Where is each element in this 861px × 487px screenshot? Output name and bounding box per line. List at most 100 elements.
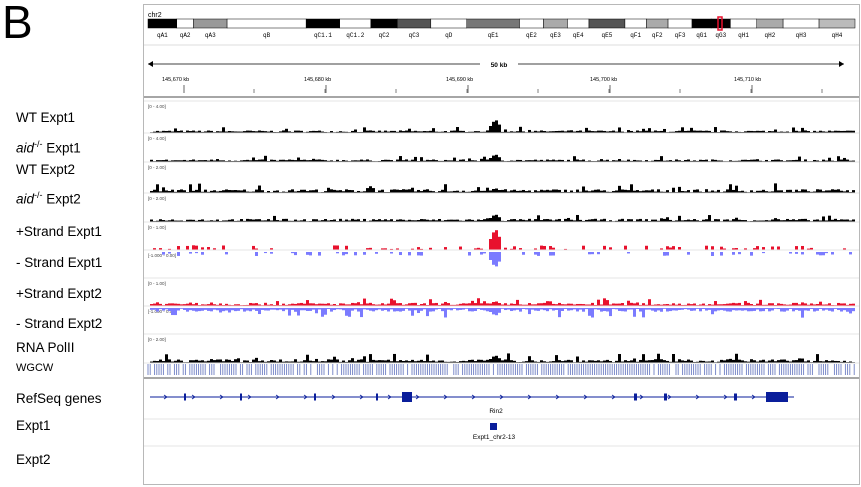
signal-bar [711, 308, 714, 315]
signal-bar [750, 304, 753, 306]
signal-bar [615, 308, 618, 310]
ideogram-band [818, 18, 856, 29]
signal-bar [207, 304, 210, 306]
signal-bar [807, 308, 810, 311]
signal-bar [207, 247, 210, 250]
signal-bar [246, 308, 249, 311]
signal-bar [159, 131, 162, 133]
signal-bar [204, 220, 207, 222]
signal-bar [174, 303, 177, 306]
signal-bar [408, 361, 411, 363]
signal-bar [789, 160, 792, 162]
signal-bar [699, 304, 702, 306]
track-label: WT Expt1 [16, 110, 75, 126]
signal-bar [342, 308, 345, 311]
signal-bar [717, 160, 720, 162]
signal-bar [342, 252, 345, 256]
signal-bar [492, 232, 495, 250]
signal-bar [231, 219, 234, 222]
signal-bar [432, 303, 435, 306]
signal-bar [453, 190, 456, 193]
signal-bar [333, 304, 336, 306]
signal-bar [327, 160, 330, 162]
signal-bar [570, 303, 573, 306]
signal-bar [483, 301, 486, 306]
signal-bar [246, 191, 249, 193]
signal-bar [663, 304, 666, 306]
igv-browser-panel[interactable]: chr2 qA1 qA2 qA3 qB qC1.1 qC1.2 qC2 qC3 qD qE1 qE2 q… [143, 4, 860, 485]
signal-bar [195, 359, 198, 363]
signal-bar [702, 360, 705, 363]
signal-bar [771, 303, 774, 306]
signal-bar [336, 190, 339, 193]
signal-bar [792, 360, 795, 363]
signal-bar [438, 131, 441, 133]
signal-bar [417, 247, 420, 250]
signal-bar [651, 360, 654, 363]
signal-bar [288, 308, 291, 316]
ideogram-band-label: qE5 [602, 32, 613, 39]
signal-bar [684, 360, 687, 363]
signal-bar [813, 159, 816, 162]
signal-bar [669, 304, 672, 306]
signal-bar [156, 308, 159, 312]
scale-arrow-right [839, 61, 844, 67]
ideogram-band-label: qE1 [488, 32, 499, 39]
signal-bar [255, 219, 258, 222]
signal-bar [378, 160, 381, 162]
signal-bar [153, 360, 156, 363]
signal-bar [291, 308, 294, 310]
signal-bar [381, 220, 384, 222]
signal-bar [843, 308, 846, 311]
signal-bar [804, 189, 807, 193]
signal-bar [354, 191, 357, 193]
signal-bar [762, 189, 765, 193]
signal-bar [699, 191, 702, 193]
signal-bar [834, 360, 837, 363]
signal-bar [252, 131, 255, 133]
signal-bar [777, 246, 780, 250]
signal-bar [549, 252, 552, 256]
signal-bar [405, 304, 408, 306]
signal-bar [474, 303, 477, 306]
signal-bar [561, 304, 564, 306]
signal-bar [711, 360, 714, 363]
signal-bar [429, 160, 432, 162]
signal-bar [549, 361, 552, 363]
signal-bar [222, 304, 225, 306]
signal-bar [504, 359, 507, 363]
signal-bar [159, 248, 162, 250]
signal-bar [477, 247, 480, 250]
signal-bar [486, 187, 489, 193]
signal-bar [810, 247, 813, 250]
signal-bar [657, 220, 660, 222]
signal-bar [198, 130, 201, 133]
signal-bar [759, 308, 762, 312]
signal-bar [609, 361, 612, 363]
signal-bar [432, 128, 435, 133]
signal-bar [171, 361, 174, 363]
signal-bar [300, 189, 303, 193]
signal-bar [258, 185, 261, 193]
signal-bar [654, 191, 657, 193]
signal-bar [492, 356, 495, 363]
signal-bar [474, 361, 477, 363]
signal-bar [471, 131, 474, 133]
signal-bar [774, 183, 777, 193]
signal-bar [732, 308, 735, 311]
signal-bar [228, 219, 231, 222]
signal-bar [177, 303, 180, 306]
signal-bar [297, 190, 300, 193]
signal-bar [288, 159, 291, 162]
signal-bar [414, 302, 417, 306]
signal-bar [711, 246, 714, 250]
signal-bar [351, 358, 354, 363]
track-label-text: WT Expt1 [16, 110, 76, 125]
signal-bar [162, 187, 165, 193]
ideogram-band-label: qD [445, 32, 453, 39]
signal-bar [453, 130, 456, 133]
signal-bar [837, 130, 840, 133]
signal-bar [762, 308, 765, 312]
signal-bar [786, 308, 789, 311]
